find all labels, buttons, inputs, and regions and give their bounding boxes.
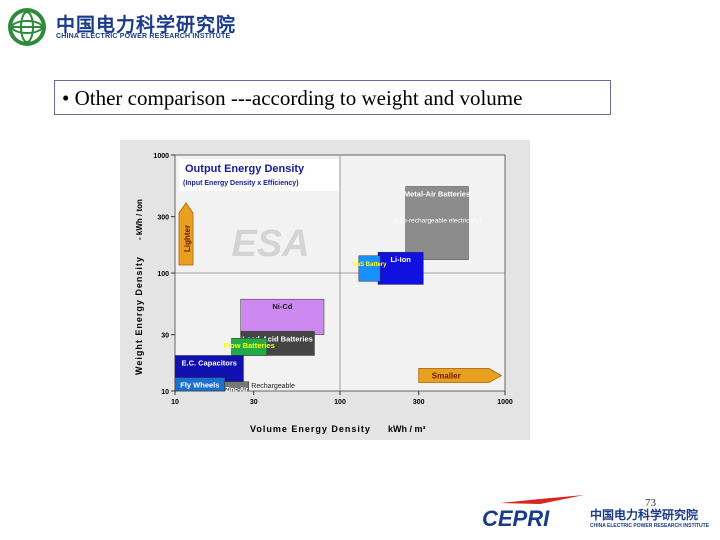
sgcc-globe-logo-icon: [8, 8, 46, 46]
smaller-label: Smaller: [432, 371, 461, 380]
footer-org-name-cn: 中国电力科学研究院: [590, 508, 699, 522]
cepri-logo-icon: CEPRI: [482, 495, 584, 531]
region-label: Flow Batteries: [224, 341, 275, 350]
y-tick-label: 10: [161, 389, 169, 396]
y-tick-label: 30: [161, 333, 169, 340]
chart-inner-title: Output Energy Density: [185, 163, 305, 175]
smaller-arrow: [418, 368, 503, 383]
esa-watermark: ESA: [231, 223, 309, 265]
x-axis-unit: kWh / m³: [388, 424, 426, 434]
x-tick-label: 1000: [497, 399, 513, 406]
region-label: Li-Ion: [390, 255, 411, 264]
title-box: [54, 80, 611, 115]
x-tick-label: 10: [171, 399, 179, 406]
region-flow-batteries: [231, 337, 268, 356]
region-label: Ni-Cd: [272, 302, 292, 311]
title-annotation-box: [179, 159, 339, 191]
region-label: E.C. Capacitors: [182, 358, 237, 367]
region-li-ion: [377, 251, 424, 285]
cepri-brand-text: CEPRI: [482, 506, 550, 531]
x-tick-label: 100: [334, 399, 346, 406]
region-label: NaS Battery: [352, 262, 387, 268]
region-note: (Non-rechargeable electrically): [393, 218, 482, 225]
region-e-c-capacitors: [174, 355, 244, 382]
region-label: Zinc-Air: [225, 388, 248, 394]
y-tick-label: 1000: [153, 153, 169, 160]
energy-density-chart: ESA 10 30 100 300 1000 10 30 100 300 1000 Volume En…: [120, 140, 530, 440]
region-label: Metal-Air Batteries: [404, 190, 470, 199]
region-nas-battery: [358, 255, 381, 282]
footer-org-name-en: CHINA ELECTRIC POWER RESEARCH INSTITUTE: [590, 523, 709, 529]
org-name-en: CHINA ELECTRIC POWER RESEARCH INSTITUTE: [56, 33, 231, 40]
y-tick-label: 100: [157, 271, 169, 278]
lighter-label: Lighter: [183, 225, 192, 252]
page-number: 73: [645, 497, 656, 509]
chart-inner-subtitle: (Input Energy Density x Efficiency): [183, 180, 299, 187]
x-tick-label: 30: [250, 399, 258, 406]
y-axis-label: Weight Energy Density: [134, 256, 144, 375]
rechargeable-label: Rechargeable: [251, 383, 295, 390]
region-metal-air-batteries: [405, 186, 469, 260]
x-tick-label: 300: [413, 399, 425, 406]
region-zinc-air: [224, 381, 250, 391]
lighter-arrow: [178, 202, 194, 266]
y-tick-label: 300: [157, 215, 169, 222]
region-label: Lead-Acid Batteries: [242, 334, 312, 343]
region-label: Fly Wheels: [180, 381, 219, 390]
slide-title: • Other comparison ---according to weigh…: [62, 86, 523, 110]
x-axis-label: Volume Energy Density: [250, 424, 371, 434]
y-axis-unit: - kWh / ton: [135, 199, 144, 240]
org-name-cn: 中国电力科学研究院: [56, 14, 237, 36]
